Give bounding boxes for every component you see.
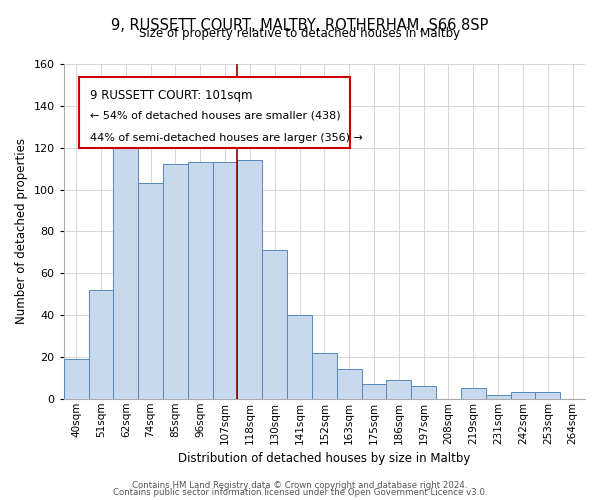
Bar xyxy=(113,146,138,399)
Text: Contains public sector information licensed under the Open Government Licence v3: Contains public sector information licen… xyxy=(113,488,487,497)
Text: Size of property relative to detached houses in Maltby: Size of property relative to detached ho… xyxy=(139,28,461,40)
Bar xyxy=(138,184,163,399)
Bar xyxy=(535,392,560,399)
Bar xyxy=(312,352,337,399)
Bar xyxy=(411,386,436,399)
Bar xyxy=(64,359,89,399)
Bar xyxy=(188,162,212,399)
Bar xyxy=(262,250,287,399)
FancyBboxPatch shape xyxy=(79,78,350,148)
Bar xyxy=(238,160,262,399)
Bar xyxy=(337,370,362,399)
X-axis label: Distribution of detached houses by size in Maltby: Distribution of detached houses by size … xyxy=(178,452,470,465)
Bar xyxy=(212,162,238,399)
Bar xyxy=(89,290,113,399)
Text: 9 RUSSETT COURT: 101sqm: 9 RUSSETT COURT: 101sqm xyxy=(90,89,252,102)
Bar xyxy=(511,392,535,399)
Text: Contains HM Land Registry data © Crown copyright and database right 2024.: Contains HM Land Registry data © Crown c… xyxy=(132,480,468,490)
Y-axis label: Number of detached properties: Number of detached properties xyxy=(15,138,28,324)
Bar xyxy=(386,380,411,399)
Bar xyxy=(287,315,312,399)
Bar xyxy=(163,164,188,399)
Bar xyxy=(461,388,486,399)
Text: ← 54% of detached houses are smaller (438): ← 54% of detached houses are smaller (43… xyxy=(90,111,340,121)
Text: 9, RUSSETT COURT, MALTBY, ROTHERHAM, S66 8SP: 9, RUSSETT COURT, MALTBY, ROTHERHAM, S66… xyxy=(112,18,488,32)
Text: 44% of semi-detached houses are larger (356) →: 44% of semi-detached houses are larger (… xyxy=(90,132,362,142)
Bar xyxy=(362,384,386,399)
Bar xyxy=(486,394,511,399)
